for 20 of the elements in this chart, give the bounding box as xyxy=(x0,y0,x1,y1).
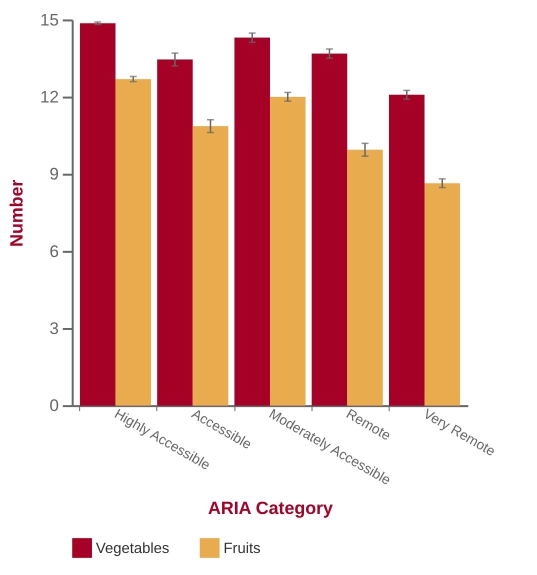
y-tick-label: 9 xyxy=(50,164,59,184)
bar xyxy=(80,23,116,406)
bar xyxy=(270,96,306,406)
bar xyxy=(424,183,460,406)
y-tick-label: 6 xyxy=(50,242,59,261)
y-tick-label: 15 xyxy=(40,10,59,30)
bar xyxy=(388,94,425,406)
bar xyxy=(347,150,383,406)
legend-label: Vegetables xyxy=(96,540,170,557)
y-tick-label: 0 xyxy=(50,396,59,416)
legend-label: Fruits xyxy=(224,540,261,557)
bar xyxy=(192,126,228,406)
bar xyxy=(312,54,348,406)
bar xyxy=(157,60,193,406)
bar xyxy=(234,38,270,406)
y-axis-title: Number xyxy=(6,180,26,247)
y-tick-label: 3 xyxy=(50,318,59,338)
x-axis-title: ARIA Category xyxy=(208,498,334,518)
bar xyxy=(115,79,151,406)
y-tick-label: 12 xyxy=(40,88,59,107)
